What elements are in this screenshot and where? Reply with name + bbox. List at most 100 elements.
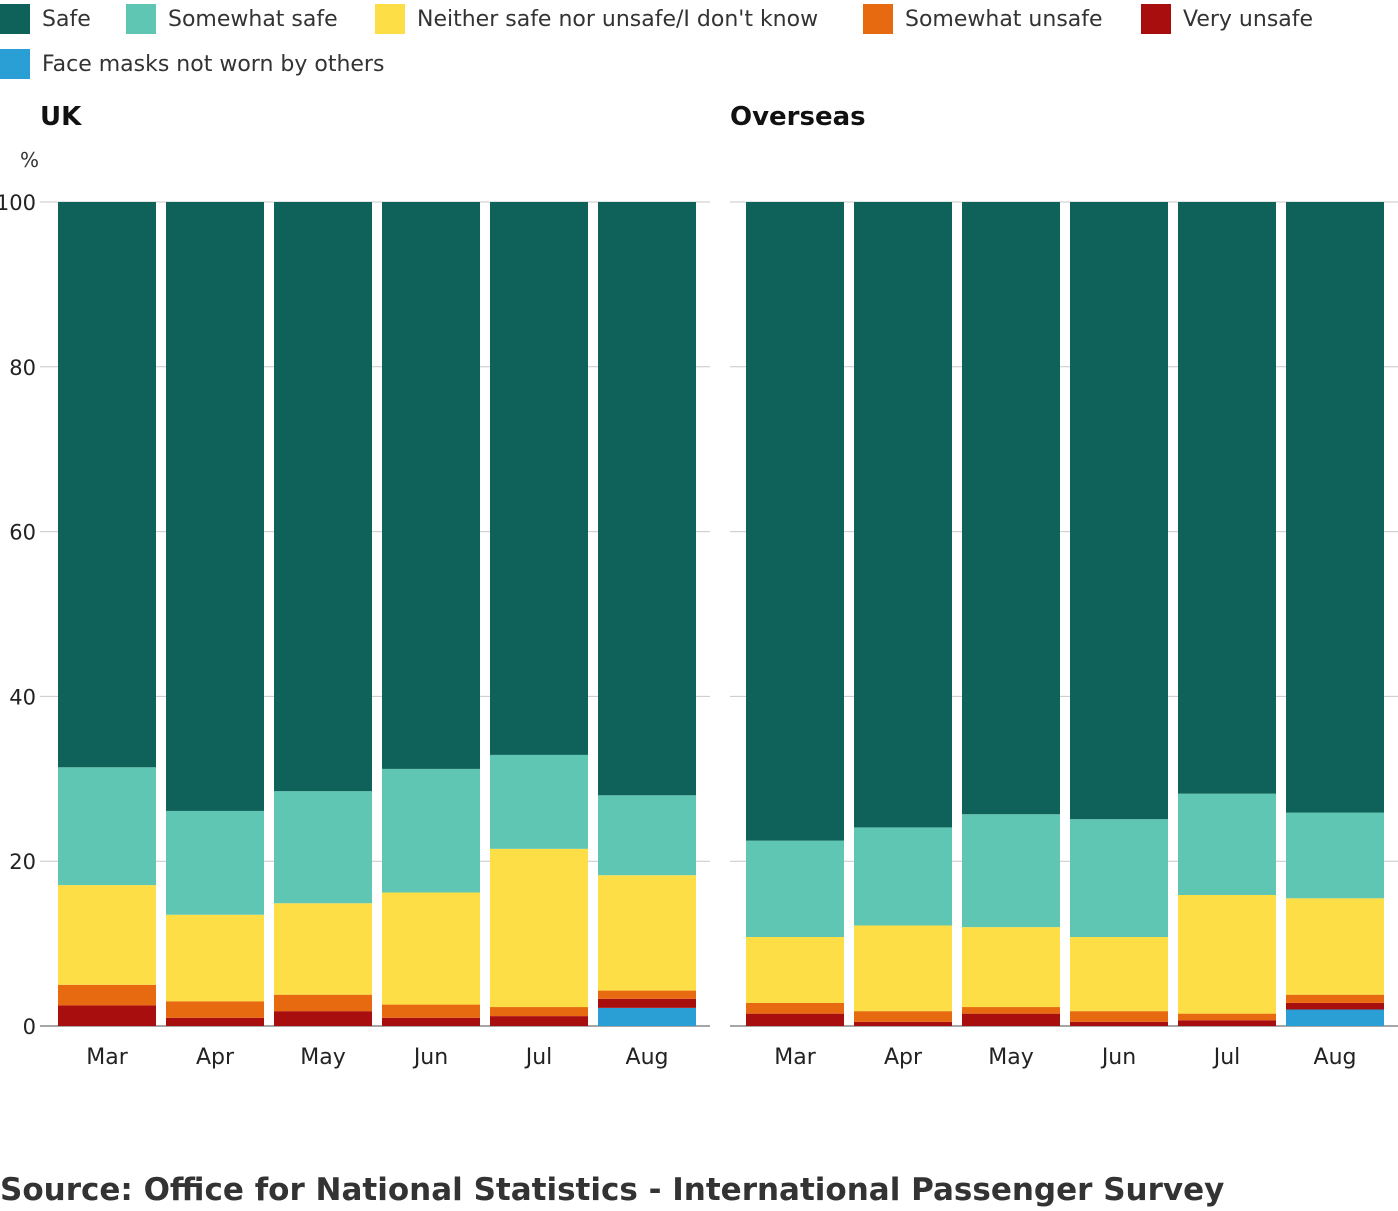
bar-segment xyxy=(746,1002,844,1014)
bar-segment xyxy=(58,767,156,886)
bar-segment xyxy=(382,768,480,893)
bar-segment xyxy=(490,848,588,1008)
legend-item-face-masks: Face masks not worn by others xyxy=(0,48,384,80)
y-tick-label: 60 xyxy=(9,521,36,545)
source-note: Source: Office for National Statistics -… xyxy=(0,1172,1225,1208)
bar-segment xyxy=(1178,1013,1276,1021)
panel-title-overseas: Overseas xyxy=(730,102,866,132)
bar-segment xyxy=(58,202,156,768)
legend-swatch xyxy=(375,4,405,34)
bar-segment xyxy=(1286,994,1384,1003)
bar-segment xyxy=(746,937,844,1003)
legend-swatch xyxy=(0,4,30,34)
legend-swatch xyxy=(0,49,30,79)
bar-segment xyxy=(166,810,264,915)
bar-segment xyxy=(490,1007,588,1017)
bar-segment xyxy=(1286,812,1384,899)
bar-segment xyxy=(274,1011,372,1026)
legend-label: Neither safe nor unsafe/I don't know xyxy=(417,6,819,32)
bar-segment xyxy=(274,202,372,792)
bar-segment xyxy=(58,984,156,1006)
x-tick-label: Apr xyxy=(196,1045,235,1070)
legend-item-somewhat-safe: Somewhat safe xyxy=(126,3,338,35)
bar-segment xyxy=(854,1011,952,1022)
bar-segment xyxy=(598,998,696,1008)
bar-segment xyxy=(490,202,588,755)
bar-segment xyxy=(962,1007,1060,1014)
x-tick-label: Aug xyxy=(626,1045,669,1070)
bar-segment xyxy=(490,1016,588,1026)
bar-segment xyxy=(382,892,480,1005)
bar-segment xyxy=(746,840,844,938)
y-tick-label: 40 xyxy=(9,685,36,709)
bar-segment xyxy=(598,875,696,991)
bar-segment xyxy=(1286,1002,1384,1010)
bar-segment xyxy=(274,791,372,904)
x-tick-label: Jul xyxy=(524,1045,553,1070)
bar-segment xyxy=(1070,819,1168,938)
bar-segment xyxy=(962,202,1060,815)
y-tick-label: 20 xyxy=(9,850,36,874)
bar-segment xyxy=(274,994,372,1012)
bar-segment xyxy=(598,202,696,796)
legend-label: Somewhat unsafe xyxy=(905,6,1103,32)
bar-segment xyxy=(746,1013,844,1026)
x-tick-label: May xyxy=(300,1045,345,1070)
bar-segment xyxy=(382,1017,480,1026)
bar-segment xyxy=(1178,894,1276,1014)
x-tick-label: Jul xyxy=(1212,1045,1241,1070)
legend-swatch xyxy=(1141,4,1171,34)
legend-label: Very unsafe xyxy=(1183,6,1314,32)
bar-segment xyxy=(382,1004,480,1018)
bar-segment xyxy=(854,202,952,828)
x-tick-label: Mar xyxy=(86,1045,128,1070)
bar-segment xyxy=(166,1001,264,1018)
bar-segment xyxy=(1070,937,1168,1012)
bar-segment xyxy=(1286,202,1384,813)
legend-swatch xyxy=(126,4,156,34)
bar-segment xyxy=(854,1021,952,1026)
bar-segment xyxy=(598,1007,696,1026)
bar-segment xyxy=(166,914,264,1002)
legend-label: Safe xyxy=(42,6,91,32)
y-axis-unit: % xyxy=(20,148,40,172)
legend-swatch xyxy=(863,4,893,34)
panel-title-uk: UK xyxy=(40,102,82,132)
bar-segment xyxy=(1178,793,1276,895)
bar-segment xyxy=(962,814,1060,928)
y-tick-label: 0 xyxy=(23,1015,36,1039)
x-tick-label: Jun xyxy=(412,1045,448,1070)
bar-segment xyxy=(166,1017,264,1026)
y-tick-label: 100 xyxy=(0,191,36,215)
bar-segment xyxy=(58,1005,156,1026)
bar-segment xyxy=(598,990,696,999)
bar-segment xyxy=(854,925,952,1012)
legend-label: Somewhat safe xyxy=(168,6,338,32)
bar-segment xyxy=(1178,1020,1276,1026)
legend-item-neither: Neither safe nor unsafe/I don't know xyxy=(375,3,818,35)
bar-segment xyxy=(962,927,1060,1008)
bar-segment xyxy=(1286,898,1384,995)
x-tick-label: Aug xyxy=(1314,1045,1357,1070)
bar-segment xyxy=(746,202,844,841)
bar-segment xyxy=(1070,1011,1168,1022)
x-tick-label: Jun xyxy=(1100,1045,1136,1070)
legend-item-somewhat-unsafe: Somewhat unsafe xyxy=(863,3,1103,35)
bar-segment xyxy=(1286,1009,1384,1026)
x-tick-label: May xyxy=(988,1045,1033,1070)
bar-segment xyxy=(166,202,264,811)
legend-label: Face masks not worn by others xyxy=(42,51,385,77)
legend-item-very-unsafe: Very unsafe xyxy=(1141,3,1313,35)
stacked-bar-charts: 0 20 40 60 80 100 Mar Apr May Jun Jul Aug Mar Apr May J… xyxy=(0,191,1398,1070)
bar-segment xyxy=(490,754,588,849)
x-tick-label: Apr xyxy=(884,1045,923,1070)
legend-item-safe: Safe xyxy=(0,3,91,35)
bar-segment xyxy=(1070,202,1168,820)
bar-segment xyxy=(854,827,952,926)
x-tick-label: Mar xyxy=(774,1045,816,1070)
bar-segment xyxy=(1178,202,1276,794)
bar-segment xyxy=(58,885,156,985)
bar-segment xyxy=(382,202,480,769)
bar-segment xyxy=(962,1013,1060,1026)
bar-segment xyxy=(1070,1021,1168,1026)
